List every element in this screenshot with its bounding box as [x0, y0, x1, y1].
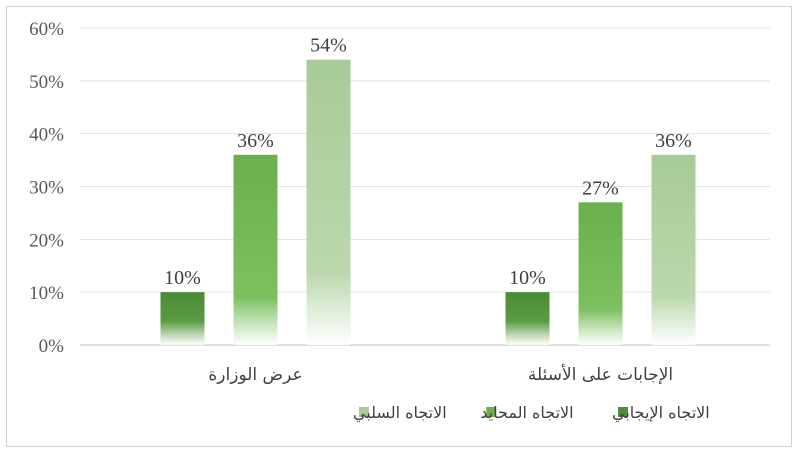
- bar: [578, 202, 623, 345]
- y-tick-label: 20%: [29, 230, 64, 251]
- legend-label: الاتجاه السلبي: [353, 403, 447, 423]
- data-label: 10%: [164, 267, 201, 289]
- bar: [160, 292, 205, 345]
- y-tick-label: 60%: [29, 19, 64, 40]
- legend-swatch: [358, 407, 369, 417]
- legend-label: الاتجاه المحايد: [480, 403, 573, 422]
- category-label: الإجابات على الأسئلة: [528, 364, 673, 385]
- bar: [306, 59, 351, 345]
- legend-label: الاتجاه الإيجابي: [612, 403, 710, 423]
- data-label: 10%: [509, 267, 546, 289]
- data-label: 36%: [655, 130, 692, 152]
- y-tick-label: 0%: [39, 336, 65, 357]
- y-tick-label: 40%: [29, 125, 64, 146]
- category-label: عرض الوزارة: [208, 365, 302, 385]
- data-label: 54%: [310, 35, 347, 57]
- y-tick-label: 50%: [29, 72, 64, 93]
- legend-swatch: [486, 407, 497, 417]
- data-label: 36%: [237, 130, 274, 152]
- data-label: 27%: [582, 177, 619, 199]
- bar: [505, 292, 550, 345]
- legend-swatch: [618, 407, 628, 417]
- y-tick-label: 10%: [29, 283, 64, 304]
- bar: [233, 154, 278, 345]
- y-tick-label: 30%: [29, 178, 64, 199]
- bar: [651, 154, 696, 345]
